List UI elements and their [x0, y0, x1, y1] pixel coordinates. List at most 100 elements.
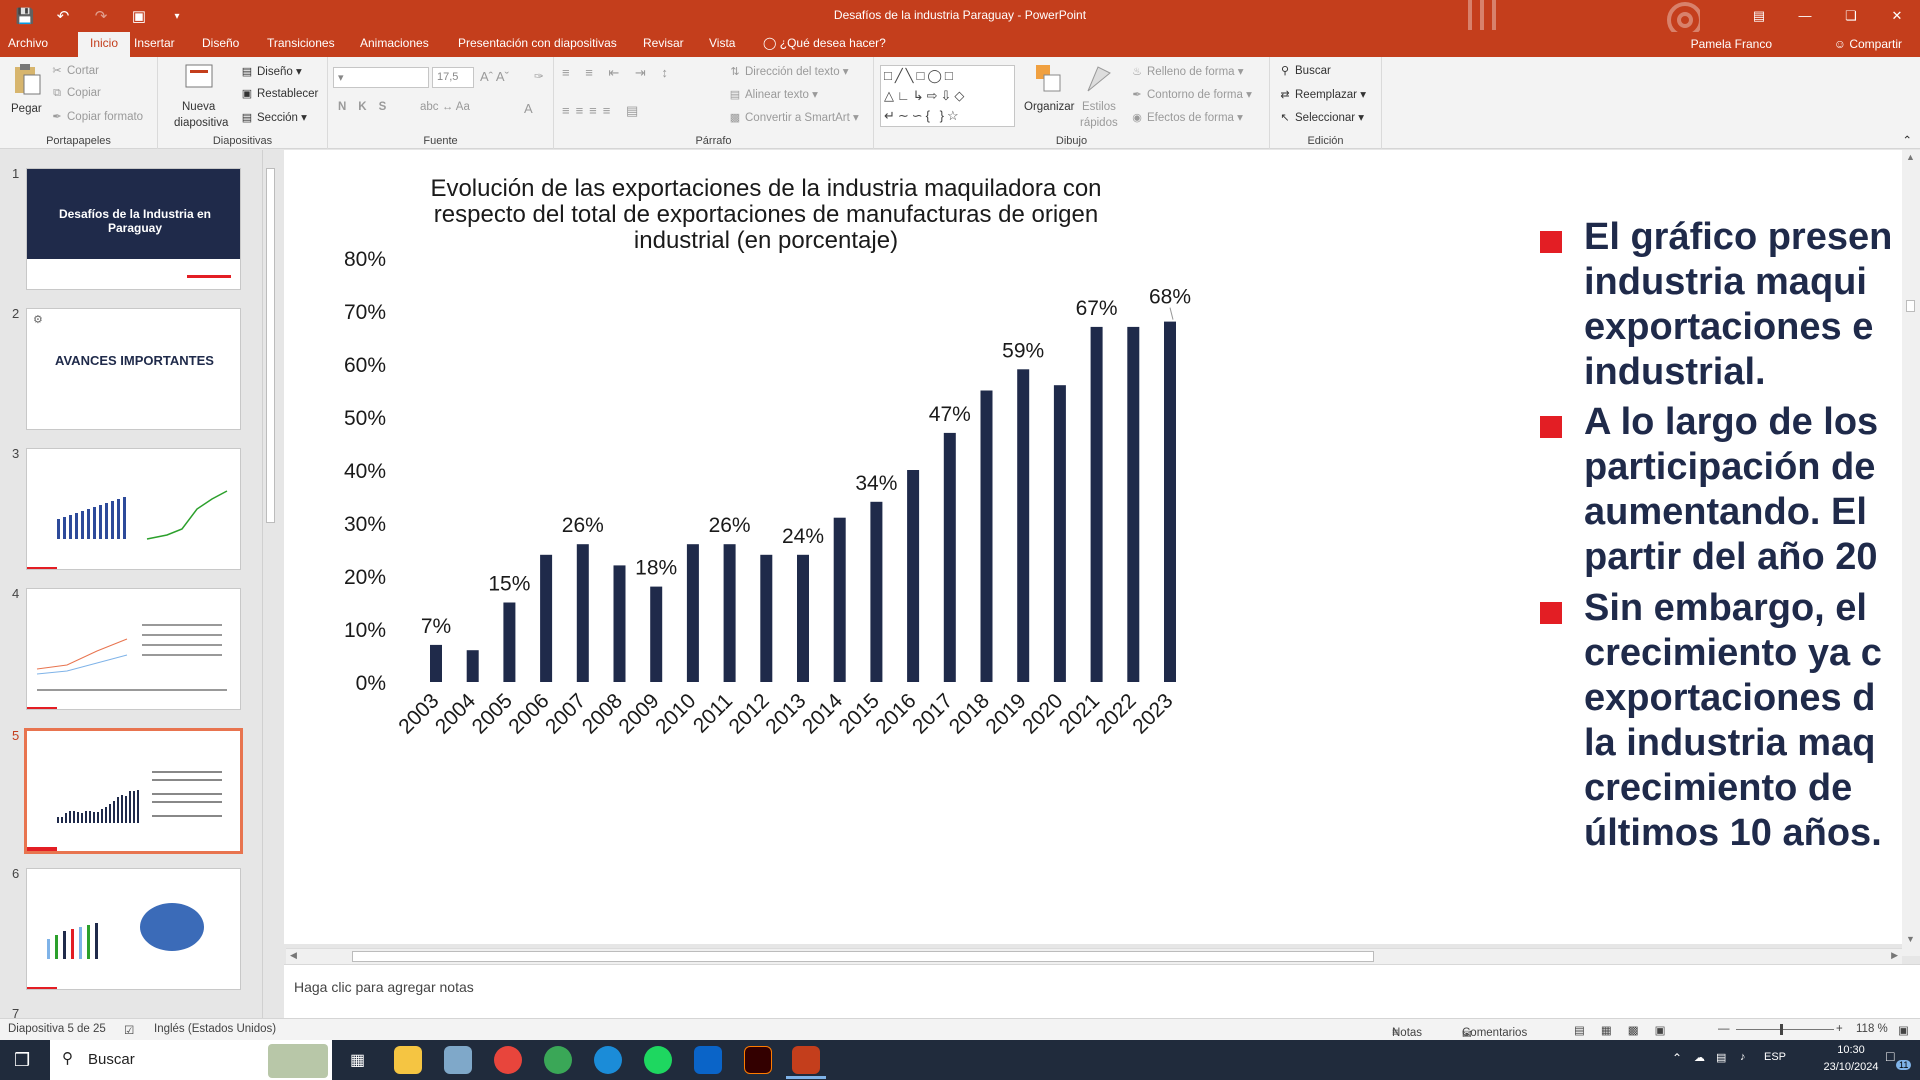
bar-2003[interactable]	[430, 644, 442, 682]
font-family-box[interactable]: ▾	[333, 67, 429, 88]
close-button[interactable]: ✕	[1891, 8, 1903, 23]
zoom-slider-handle[interactable]	[1780, 1024, 1783, 1035]
zoom-level[interactable]: 118 %	[1856, 1023, 1888, 1035]
scroll-right-icon[interactable]: ▶	[1891, 950, 1898, 960]
task-view-icon[interactable]: ▦	[350, 1052, 366, 1069]
minimize-button[interactable]: —	[1798, 8, 1812, 23]
tray-language[interactable]: ESP	[1764, 1051, 1787, 1063]
smartart-button[interactable]: ▩ Convertir a SmartArt ▾	[729, 112, 859, 124]
bar-2014[interactable]	[833, 517, 846, 682]
bar-2011[interactable]	[723, 544, 736, 682]
scroll-left-icon[interactable]: ◀	[290, 950, 297, 960]
chrome-profile-icon[interactable]	[544, 1046, 572, 1074]
align-buttons[interactable]: ≡≡≡≡ ▤	[562, 103, 645, 118]
font-color-icon[interactable]: A	[524, 101, 533, 116]
tray-date[interactable]: 23/10/2024	[1823, 1061, 1879, 1073]
collapse-ribbon-icon[interactable]: ⌃	[1902, 135, 1912, 147]
slide-hscroll-thumb[interactable]	[352, 951, 1374, 962]
slide-horizontal-scrollbar[interactable]: ◀ ▶	[286, 948, 1902, 964]
edge-icon[interactable]	[594, 1046, 622, 1074]
present-from-start-icon[interactable]: ▣	[131, 8, 147, 25]
thumbnail-scrollbar[interactable]	[262, 150, 278, 1018]
powerpoint-icon[interactable]	[792, 1046, 820, 1074]
app-icon[interactable]	[444, 1046, 472, 1074]
view-buttons[interactable]: ▤▦▩▣	[1574, 1025, 1682, 1037]
bold-italic-underline[interactable]: NKS	[338, 101, 399, 113]
bar-2005[interactable]	[503, 602, 516, 683]
find-button[interactable]: ⚲ Buscar	[1278, 64, 1331, 77]
tray-chevron-icon[interactable]: ⌃	[1672, 1051, 1683, 1065]
thumbnail-scroll-thumb[interactable]	[266, 168, 275, 523]
bar-2023[interactable]	[1164, 321, 1176, 682]
bar-2010[interactable]	[686, 544, 699, 682]
slide-canvas[interactable]: Evolución de las exportaciones de la ind…	[284, 150, 1902, 944]
format-painter-button[interactable]: ✒ Copiar formato	[50, 110, 143, 123]
zoom-in-button[interactable]: +	[1836, 1023, 1843, 1035]
bar-2013[interactable]	[797, 554, 809, 682]
scroll-down-icon[interactable]: ▼	[1906, 934, 1915, 944]
taskbar-search[interactable]: ⚲ Buscar	[50, 1040, 332, 1080]
thumbnail-slide-6[interactable]	[26, 868, 241, 990]
bar-2018[interactable]	[980, 390, 993, 683]
tray-network-icon[interactable]: ☁	[1694, 1052, 1705, 1064]
select-button[interactable]: ↖ Seleccionar ▾	[1278, 110, 1364, 124]
tab-presentacion[interactable]: Presentación con diapositivas	[458, 36, 617, 50]
slide-vertical-scrollbar[interactable]: ▲ ▼	[1902, 150, 1920, 956]
shape-fill-button[interactable]: ♨ Relleno de forma ▾	[1130, 64, 1243, 78]
thumbnail-slide-1[interactable]: Desafíos de la Industria en Paraguay	[26, 168, 241, 290]
font-size-box[interactable]: 17,5	[432, 67, 474, 88]
customize-toolbar-icon[interactable]: ▾	[174, 10, 180, 22]
strike-spacing-case[interactable]: abc ↔ Aa	[420, 101, 470, 113]
spotify-icon[interactable]	[644, 1046, 672, 1074]
zoom-slider[interactable]	[1736, 1029, 1834, 1030]
bar-2007[interactable]	[576, 544, 589, 682]
paste-button[interactable]: Pegar	[8, 63, 46, 133]
share-button[interactable]: ☺ Compartir	[1833, 37, 1902, 51]
tray-time[interactable]: 10:30	[1837, 1044, 1865, 1056]
fit-slide-icon[interactable]: ▣	[1898, 1025, 1909, 1037]
zoom-out-button[interactable]: —	[1718, 1023, 1730, 1035]
tell-me-box[interactable]: ◯ ¿Qué desea hacer?	[763, 36, 886, 50]
notification-icon[interactable]: □	[1886, 1048, 1895, 1064]
bar-2016[interactable]	[907, 470, 920, 682]
reset-button[interactable]: ▣ Restablecer	[241, 88, 319, 100]
shape-outline-button[interactable]: ✒ Contorno de forma ▾	[1130, 87, 1251, 101]
windows-start-icon[interactable]: ❒	[14, 1050, 31, 1070]
tab-vista[interactable]: Vista	[709, 36, 736, 50]
shapes-gallery[interactable]: □╱╲□◯□ △∟↳⇨⇩◇ ↵∼∽{ }☆	[880, 65, 1015, 127]
restore-button[interactable]: ❏	[1845, 8, 1857, 23]
bullet-2[interactable]: A lo largo de los participación de aumen…	[1540, 400, 1878, 580]
bar-2017[interactable]	[943, 432, 956, 682]
save-icon[interactable]: 💾	[15, 8, 35, 25]
arrange-button[interactable]: Organizar	[1022, 61, 1075, 133]
bar-2021[interactable]	[1090, 326, 1103, 682]
tab-diseno[interactable]: Diseño	[202, 36, 240, 50]
spellcheck-icon[interactable]: ☑	[124, 1025, 135, 1037]
bar-chart[interactable]: Evolución de las exportaciones de la ind…	[284, 150, 1484, 944]
thumbnail-slide-3[interactable]	[26, 448, 241, 570]
chrome-icon[interactable]	[494, 1046, 522, 1074]
language-indicator[interactable]: Inglés (Estados Unidos)	[154, 1023, 277, 1035]
notes-pane[interactable]: Haga clic para agregar notas	[284, 964, 1920, 1018]
bullet-1[interactable]: El gráfico presen industria maqui export…	[1540, 215, 1892, 395]
tab-transiciones[interactable]: Transiciones	[267, 36, 335, 50]
align-text-button[interactable]: ▤ Alinear texto ▾	[729, 89, 818, 101]
tab-insertar[interactable]: Insertar	[134, 36, 175, 50]
thumbnail-slide-5-selected[interactable]	[24, 728, 243, 854]
copy-button[interactable]: ⧉ Copiar	[50, 87, 101, 100]
tab-archivo[interactable]: Archivo	[8, 36, 49, 50]
bar-2019[interactable]	[1017, 369, 1030, 682]
thumbnail-slide-2[interactable]: ⚙ AVANCES IMPORTANTES	[26, 308, 241, 430]
tab-inicio[interactable]: Inicio	[78, 32, 131, 57]
ribbon-display-icon[interactable]: ▤	[1752, 8, 1766, 23]
increase-font-icon[interactable]: Aˆ Aˇ	[480, 69, 509, 84]
section-button[interactable]: ▤ Sección ▾	[241, 112, 307, 124]
bar-2020[interactable]	[1053, 385, 1066, 682]
bar-2006[interactable]	[540, 554, 553, 682]
slide-vscroll-thumb[interactable]	[1906, 300, 1915, 312]
tab-revisar[interactable]: Revisar	[643, 36, 684, 50]
bar-2012[interactable]	[760, 554, 773, 682]
new-slide-button[interactable]: Nueva diapositiva	[166, 61, 236, 133]
clear-format-icon[interactable]: ✑	[534, 71, 544, 83]
scroll-up-icon[interactable]: ▲	[1906, 152, 1915, 162]
